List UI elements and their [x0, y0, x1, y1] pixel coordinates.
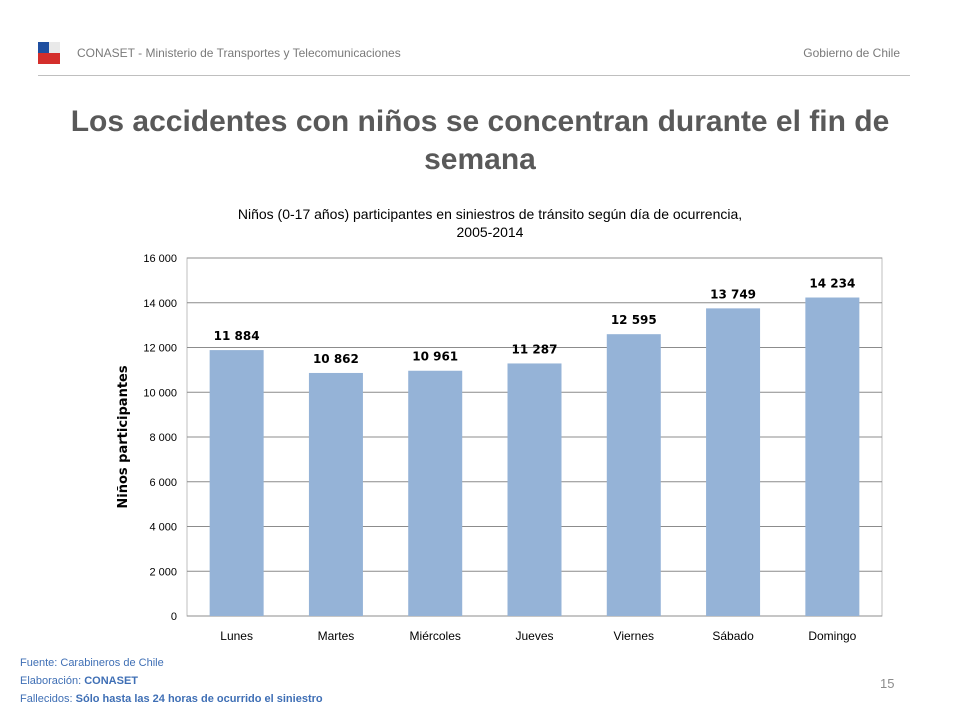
bar	[308, 372, 363, 616]
bar	[209, 350, 264, 616]
footer-source-label: Fuente:	[20, 657, 58, 669]
y-tick-label: 14 000	[143, 298, 177, 310]
chile-flag-logo	[38, 42, 60, 64]
y-tick-label: 4 000	[149, 522, 177, 534]
header-organization: CONASET - Ministerio de Transportes y Te…	[77, 46, 401, 60]
footer-source: Fuente: Carabineros de Chile	[20, 657, 164, 669]
data-label: 13 749	[710, 287, 756, 301]
header-government: Gobierno de Chile	[803, 46, 900, 60]
page-number: 15	[880, 676, 895, 691]
data-label: 10 862	[313, 352, 359, 366]
y-tick-label: 6 000	[149, 477, 177, 489]
footer-source-value: Carabineros de Chile	[60, 657, 164, 669]
data-label: 12 595	[611, 313, 657, 327]
footer-elaboration: Elaboración: CONASET	[20, 675, 138, 687]
chart-title-line1: Niños (0-17 años) participantes en sinie…	[237, 206, 743, 222]
data-label: 11 287	[512, 342, 558, 356]
footer-deaths-note: Fallecidos: Sólo hasta las 24 horas de o…	[20, 693, 323, 705]
bar	[805, 297, 860, 616]
y-tick-label: 2 000	[149, 566, 177, 578]
footer-deaths-label: Fallecidos:	[20, 693, 73, 705]
x-tick-label: Domingo	[808, 629, 856, 643]
footer-elab-value: CONASET	[84, 675, 138, 687]
y-tick-label: 10 000	[143, 387, 177, 399]
slide-title: Los accidentes con niños se concentran d…	[70, 105, 890, 176]
data-label: 11 884	[214, 329, 260, 343]
x-tick-label: Lunes	[220, 629, 253, 643]
bar	[408, 370, 463, 616]
chart-title-line2: 2005-2014	[456, 224, 524, 240]
footer-elab-label: Elaboración:	[20, 675, 82, 687]
x-tick-label: Miércoles	[410, 629, 461, 643]
bar	[706, 308, 761, 616]
bar	[606, 334, 661, 616]
chart-title: Niños (0-17 años) participantes en sinie…	[180, 205, 800, 241]
header-divider	[38, 75, 910, 76]
x-tick-label: Jueves	[515, 629, 553, 643]
data-label: 10 961	[412, 350, 458, 364]
x-tick-label: Viernes	[614, 629, 654, 643]
y-tick-label: 8 000	[149, 432, 177, 444]
x-tick-label: Martes	[318, 629, 355, 643]
y-tick-label: 0	[171, 611, 177, 623]
y-tick-label: 16 000	[143, 253, 177, 265]
x-tick-label: Sábado	[712, 629, 754, 643]
bar	[507, 363, 562, 616]
data-label: 14 234	[809, 277, 855, 291]
footer-deaths-value: Sólo hasta las 24 horas de ocurrido el s…	[75, 693, 323, 705]
y-axis-label: Niños participantes	[116, 365, 131, 508]
y-tick-label: 12 000	[143, 343, 177, 355]
